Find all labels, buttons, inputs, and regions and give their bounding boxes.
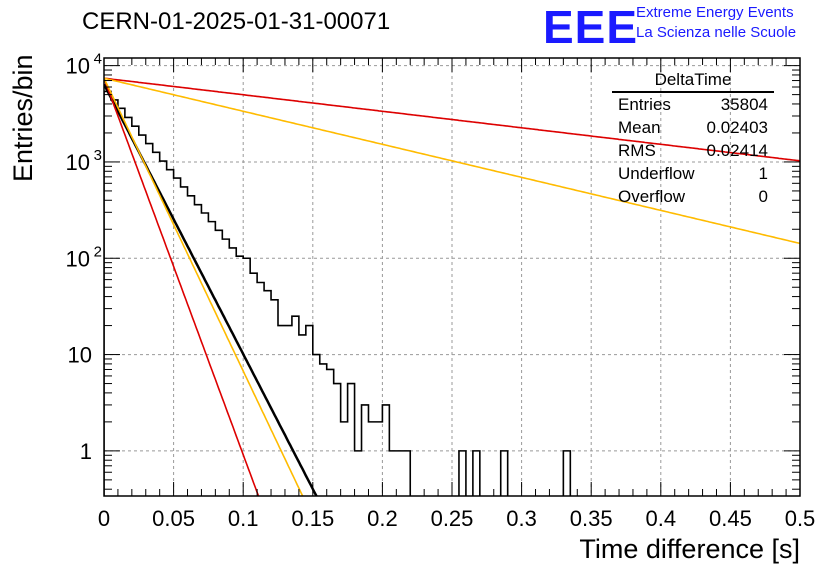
plot-area [104,77,800,496]
stats-box: DeltaTime Entries 35804 Mean 0.02403 RMS 0.… [612,70,774,208]
histogram-steps [104,90,412,496]
x-tick-label: 0.35 [570,506,613,531]
logo-caption: Extreme Energy Events La Scienza nelle S… [636,3,796,43]
y-tick-label: 10 [66,246,90,271]
stats-row-overflow: Overflow 0 [612,185,774,208]
x-tick-label: 0.1 [228,506,259,531]
stats-value: 0 [758,187,768,206]
histogram-bin [458,450,467,496]
fit-curve [104,77,800,245]
stats-value: 0.02414 [706,141,768,160]
x-tick-label: 0.45 [709,506,752,531]
histogram-bin [562,450,572,496]
y-tick-exponent: 3 [94,147,102,164]
y-tick-exponent: 2 [94,243,102,260]
x-tick-label: 0.5 [785,506,816,531]
y-tick-label: 10 [66,150,90,175]
x-tick-label: 0.15 [291,506,334,531]
y-tick-label: 10 [68,343,92,368]
y-tick-exponent: 4 [94,51,102,68]
eee-logo: EEE [543,1,639,53]
stats-title: DeltaTime [612,70,774,93]
stats-label: Underflow [618,164,695,183]
run-title: CERN-01-2025-01-31-00071 [82,8,391,35]
x-tick-label: 0.2 [367,506,398,531]
logo-line-2: La Scienza nelle Scuole [636,24,797,41]
stats-row-underflow: Underflow 1 [612,162,774,185]
stats-value: 1 [758,164,768,183]
x-tick-label: 0.4 [646,506,677,531]
fit-curve [104,77,260,496]
logo-line-1: Extreme Energy Events [636,4,794,21]
fit-curve [104,77,304,496]
y-tick-label: 10 [66,54,90,79]
stats-value: 35804 [720,95,768,114]
stats-label: RMS [618,141,656,160]
y-axis-label: Entries/bin [8,54,38,182]
stats-label: Overflow [618,187,686,206]
fit-curve [104,77,800,162]
stats-label: Mean [618,118,661,137]
x-tick-label: 0.05 [152,506,195,531]
stats-row-rms: RMS 0.02414 [612,139,774,162]
x-tick-label: 0.3 [506,506,537,531]
stats-row-mean: Mean 0.02403 [612,116,774,139]
histogram-bin [499,450,509,496]
stats-label: Entries [618,95,671,114]
histogram-bin [472,450,481,496]
stats-row-entries: Entries 35804 [612,93,774,116]
x-tick-label: 0.25 [431,506,474,531]
stats-value: 0.02403 [706,118,768,137]
x-tick-label: 0 [98,506,110,531]
y-tick-label: 1 [80,439,92,464]
x-axis-label: Time difference [s] [579,534,800,564]
